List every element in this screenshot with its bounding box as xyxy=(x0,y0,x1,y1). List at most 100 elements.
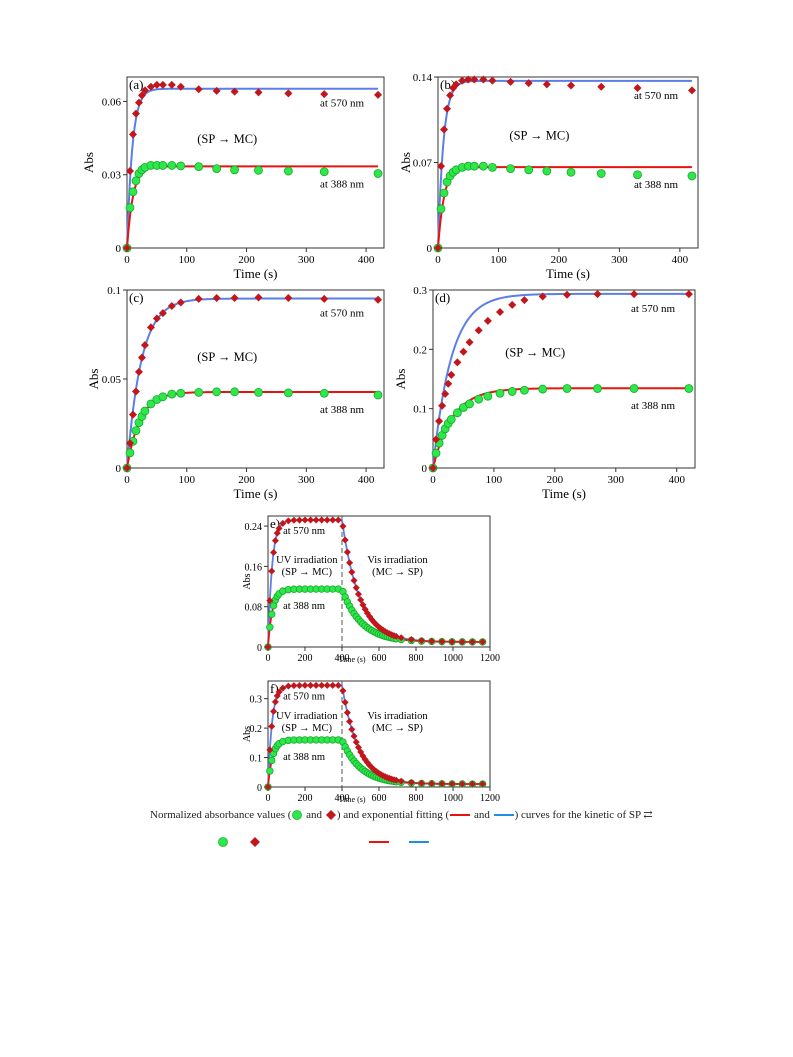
data-point-570 xyxy=(334,681,342,689)
x-tick-label: 1000 xyxy=(443,653,463,664)
data-point-570 xyxy=(407,636,415,644)
legend-red-diamond-icon xyxy=(250,837,260,847)
x-tick-label: 200 xyxy=(551,254,568,266)
data-point-570 xyxy=(459,347,468,356)
annotation-388: at 388 nm xyxy=(631,400,675,412)
data-point-388 xyxy=(436,204,446,214)
annotation-570: at 570 nm xyxy=(634,90,678,102)
data-point-388 xyxy=(268,610,276,618)
y-tick-label: 0.2 xyxy=(250,724,263,735)
data-point-570 xyxy=(524,79,533,88)
annotation-reaction: (SP → MC) xyxy=(197,132,257,146)
data-point-570 xyxy=(443,104,452,113)
y-tick-label: 0.3 xyxy=(413,285,427,297)
data-point-570 xyxy=(270,549,278,557)
data-point-570 xyxy=(307,681,315,689)
y-tick-label: 0.07 xyxy=(413,158,433,170)
data-point-388 xyxy=(524,165,534,175)
x-tick-label: 100 xyxy=(490,254,507,266)
data-point-570 xyxy=(506,77,515,86)
data-point-388 xyxy=(158,392,168,402)
x-tick-label: 300 xyxy=(298,254,315,266)
x-tick-label: 1000 xyxy=(443,793,463,804)
data-point-388 xyxy=(266,623,274,631)
x-tick-label: 1200 xyxy=(480,793,500,804)
data-point-570 xyxy=(146,323,155,332)
caption-text-3: ) and exponential fitting ( xyxy=(336,809,450,821)
x-tick-label: 600 xyxy=(372,793,387,804)
y-tick-label: 0.1 xyxy=(413,404,427,416)
x-tick-label: 100 xyxy=(179,474,196,486)
annotation-uv: UV irradiation xyxy=(276,711,338,722)
y-tick-label: 0.06 xyxy=(102,96,122,108)
data-point-570 xyxy=(453,358,462,367)
y-tick-label: 0.24 xyxy=(245,522,263,533)
data-point-570 xyxy=(428,780,436,788)
caption-text-2: and xyxy=(303,809,325,821)
data-point-570 xyxy=(301,516,309,524)
data-point-570 xyxy=(125,439,134,448)
blue-line-symbol xyxy=(493,814,514,817)
y-tick-label: 0.2 xyxy=(413,344,427,356)
data-point-570 xyxy=(152,80,161,89)
annotation-570: at 570 nm xyxy=(320,308,364,320)
x-tick-label: 800 xyxy=(409,793,424,804)
data-point-570 xyxy=(407,779,415,787)
data-point-570 xyxy=(128,410,137,419)
data-point-570 xyxy=(435,417,444,426)
y-axis-title: Abs xyxy=(242,573,253,589)
data-point-570 xyxy=(483,316,492,325)
caption-text-5: ) curves for the kinetic of SP ⇄ xyxy=(514,809,653,821)
data-point-570 xyxy=(275,688,283,696)
data-point-570 xyxy=(312,516,320,524)
legend-red-line-icon xyxy=(369,841,389,843)
legend-blue-line-icon xyxy=(409,841,429,843)
data-point-388 xyxy=(131,426,141,436)
data-point-570 xyxy=(320,90,329,99)
data-point-570 xyxy=(320,294,329,303)
data-point-388 xyxy=(146,399,156,409)
data-point-570 xyxy=(123,464,131,472)
annotation-vis-reaction: (MC → SP) xyxy=(372,567,423,578)
data-point-570 xyxy=(131,109,140,118)
data-point-570 xyxy=(275,524,283,532)
annotation-vis: Vis irradiation xyxy=(367,555,428,566)
data-point-570 xyxy=(508,300,517,309)
data-point-570 xyxy=(465,338,474,347)
data-point-570 xyxy=(339,522,347,530)
y-tick-label: 0.1 xyxy=(107,285,121,297)
data-point-388 xyxy=(283,388,293,398)
data-point-570 xyxy=(230,294,239,303)
data-point-570 xyxy=(352,738,360,746)
data-point-388 xyxy=(439,188,449,198)
data-point-570 xyxy=(397,634,405,642)
data-point-388 xyxy=(566,167,576,177)
data-point-388 xyxy=(469,161,479,171)
data-point-388 xyxy=(478,161,488,171)
data-point-570 xyxy=(633,83,642,92)
data-point-388 xyxy=(495,388,505,398)
panel-label: (c) xyxy=(129,290,143,305)
data-point-570 xyxy=(458,638,466,646)
data-point-570 xyxy=(428,637,436,645)
data-point-570 xyxy=(125,167,134,176)
data-point-570 xyxy=(397,777,405,785)
data-point-570 xyxy=(254,88,263,97)
data-point-570 xyxy=(542,80,551,89)
data-point-570 xyxy=(468,638,476,646)
panel-label: f) xyxy=(270,681,279,696)
data-point-570 xyxy=(452,80,461,89)
data-point-388 xyxy=(230,387,239,397)
y-axis-title: Abs xyxy=(81,152,96,173)
data-point-388 xyxy=(319,388,329,398)
y-tick-label: 0 xyxy=(257,783,262,794)
data-point-570 xyxy=(343,548,351,556)
data-point-388 xyxy=(373,390,383,400)
data-point-570 xyxy=(458,76,467,85)
data-point-570 xyxy=(284,682,292,690)
y-tick-label: 0 xyxy=(422,463,428,475)
data-point-570 xyxy=(438,780,446,788)
data-point-570 xyxy=(279,684,287,692)
y-tick-label: 0.05 xyxy=(102,374,122,386)
chart-panel-a: 0 100 200 300 400 0 0.03 0.06 Time (s) Abs (a) at 5… xyxy=(81,76,385,281)
